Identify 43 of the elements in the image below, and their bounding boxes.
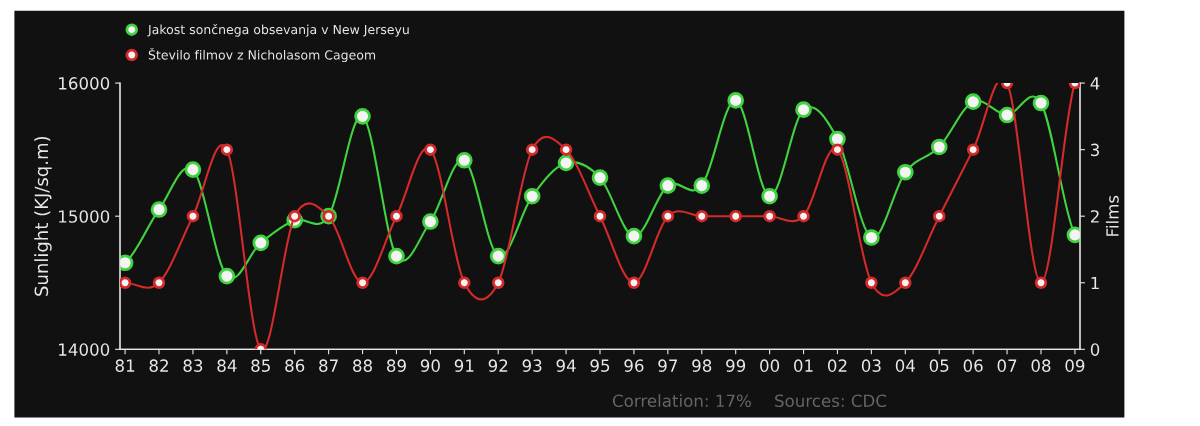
x-tick-label: 03 xyxy=(861,359,881,372)
x-tick-label: 88 xyxy=(353,359,373,372)
x-tick-label: 83 xyxy=(183,359,203,372)
y2-tick-label: 3 xyxy=(1090,143,1099,157)
x-tick-label: 95 xyxy=(590,359,610,372)
x-tick-label: 87 xyxy=(319,359,338,372)
y2-tick-label: 0 xyxy=(1090,343,1100,356)
x-tick-label: 01 xyxy=(794,359,813,372)
x-tick-label: 92 xyxy=(488,359,508,372)
y2-tick-label: 2 xyxy=(1090,210,1099,223)
x-tick-label: 09 xyxy=(1065,359,1085,372)
y2-tick-label: 4 xyxy=(1090,77,1100,90)
x-tick-label: 94 xyxy=(556,359,576,372)
y-tick-label: 14000 xyxy=(59,343,110,356)
x-tick-label: 91 xyxy=(454,359,474,372)
x-tick-label: 96 xyxy=(624,359,644,372)
x-tick-label: 90 xyxy=(420,359,440,372)
y2-tick-label: 1 xyxy=(1091,276,1099,290)
x-tick-label: 99 xyxy=(726,359,746,372)
y-tick-label: 16000 xyxy=(59,77,110,90)
y-axis-title: Sunlight (KJ/sq.m) xyxy=(34,136,52,296)
x-tick-label: 93 xyxy=(522,359,542,372)
source-note: Sources: CDC xyxy=(775,394,887,408)
x-tick-label: 08 xyxy=(1031,359,1051,372)
x-tick-label: 00 xyxy=(760,359,780,372)
x-tick-label: 04 xyxy=(895,359,915,372)
x-tick-label: 06 xyxy=(963,359,983,372)
x-tick-label: 02 xyxy=(827,359,847,372)
x-tick-label: 07 xyxy=(997,359,1017,372)
legend-label: Jakost sončnega obsevanja v New Jerseyu xyxy=(147,24,409,37)
text: Correlation: 17% xyxy=(612,394,751,408)
x-tick-label: 81 xyxy=(115,359,135,372)
x-tick-label: 86 xyxy=(285,359,305,372)
x-tick-label: 89 xyxy=(386,359,406,372)
x-tick-label: 82 xyxy=(149,359,168,372)
x-tick-label: 84 xyxy=(217,359,237,372)
y-tick-label: 15000 xyxy=(59,210,110,223)
x-tick-label: 85 xyxy=(251,359,270,372)
y2-axis-title: Films xyxy=(1105,195,1119,236)
legend-label: Število filmov z Nicholasom Cageom xyxy=(148,47,376,63)
x-tick-label: 98 xyxy=(692,359,712,372)
x-tick-label: 97 xyxy=(658,359,678,372)
x-tick-label: 05 xyxy=(929,359,949,372)
